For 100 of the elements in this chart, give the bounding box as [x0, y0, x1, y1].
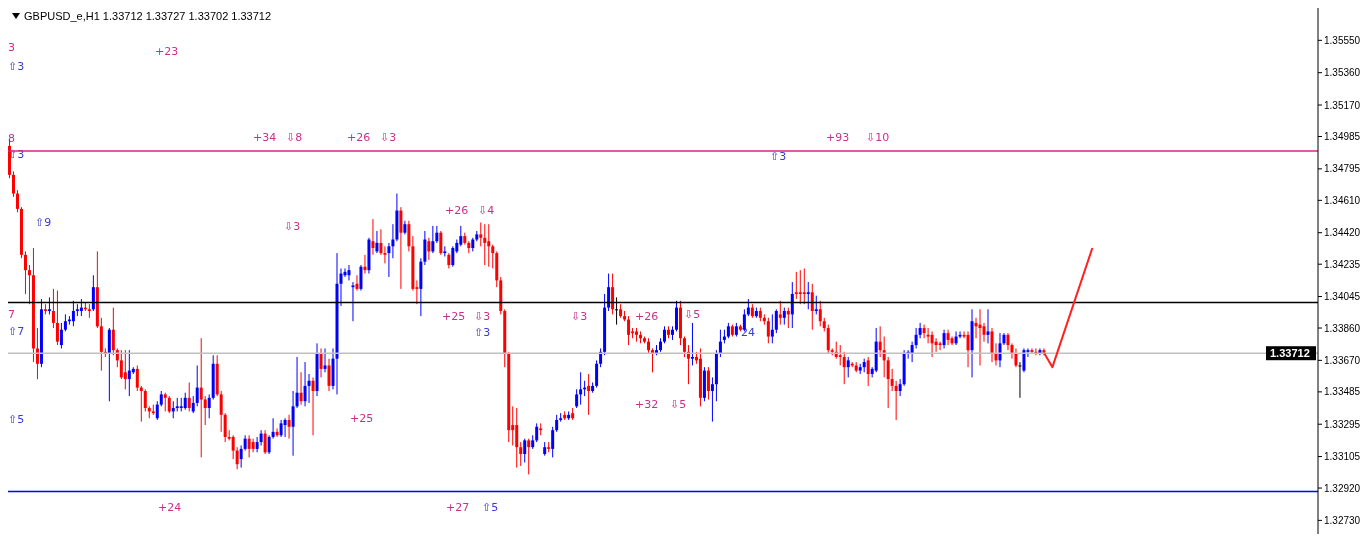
candlestick	[479, 221, 483, 247]
candlestick	[607, 273, 611, 312]
candlestick	[774, 308, 778, 334]
candlestick	[283, 417, 287, 438]
candlestick	[934, 337, 938, 353]
annotation: ⇩10	[866, 131, 890, 144]
chart-title: GBPUSD_e,H1 1.33712 1.33727 1.33702 1.33712	[24, 10, 272, 22]
annotation: +26	[445, 204, 469, 217]
candlestick	[579, 371, 583, 406]
annotation: ⇧7	[8, 325, 25, 338]
annotation: +32	[635, 398, 659, 411]
candlestick	[575, 388, 579, 409]
candlestick	[135, 364, 139, 392]
candlestick	[379, 228, 383, 256]
y-tick-label: 1.33295	[1324, 418, 1361, 430]
y-tick-label: 1.35550	[1324, 34, 1361, 46]
candlestick	[51, 288, 55, 329]
candlestick	[427, 237, 431, 261]
candlestick	[611, 273, 615, 315]
candlestick	[235, 446, 239, 470]
candlestick	[778, 300, 782, 326]
candlestick	[766, 317, 770, 344]
candlestick	[806, 281, 810, 310]
candlestick	[203, 395, 207, 426]
candlestick	[439, 230, 443, 256]
y-tick-label: 1.35170	[1324, 99, 1361, 111]
candlestick	[307, 373, 311, 404]
candlestick	[810, 283, 814, 331]
y-tick-label: 1.32730	[1324, 514, 1361, 526]
ref-line-label: 1.33712	[1270, 347, 1310, 360]
candlestick	[303, 361, 307, 407]
annotation: ⇩8	[286, 131, 303, 144]
candlestick	[818, 300, 822, 327]
candlestick	[55, 290, 59, 346]
candlestick	[207, 393, 211, 419]
annotation: ⇩5	[684, 308, 701, 321]
annotation: +25	[442, 310, 466, 323]
candlestick	[223, 412, 227, 443]
candlestick	[91, 274, 95, 312]
y-tick-label: 1.32920	[1324, 482, 1361, 494]
candlestick	[23, 250, 27, 295]
annotation: ⇩4	[478, 204, 495, 217]
candlestick	[786, 307, 790, 329]
candlestick	[355, 274, 359, 292]
candlestick	[127, 349, 131, 397]
y-tick-label: 1.34795	[1324, 163, 1361, 175]
candlestick	[519, 441, 523, 467]
candlestick	[674, 300, 678, 332]
candlestick	[942, 329, 946, 349]
candlestick	[523, 438, 527, 463]
candlestick	[111, 307, 115, 356]
annotation: ⇩5	[670, 398, 687, 411]
candlestick	[802, 267, 806, 305]
candlestick	[894, 380, 898, 421]
candlestick	[399, 206, 403, 290]
candlestick	[231, 434, 235, 460]
candlestick	[886, 356, 890, 409]
candlestick	[327, 358, 331, 392]
candlestick	[587, 373, 591, 416]
candlestick	[922, 324, 926, 339]
candlestick	[770, 313, 774, 344]
annotation: ⇧3	[770, 150, 787, 163]
candlestick	[123, 349, 127, 390]
candlestick	[926, 327, 930, 344]
candlestick	[431, 225, 435, 254]
annotation: 7	[8, 308, 15, 321]
annotation: 3	[8, 41, 15, 54]
candlestick	[487, 223, 491, 268]
candlestick	[263, 429, 267, 455]
candlestick	[247, 434, 251, 458]
annotation: ⇧9	[35, 216, 52, 229]
annotation: ⇩3	[380, 131, 397, 144]
candlestick	[710, 376, 714, 423]
annotation: ⇩3	[571, 310, 588, 323]
candlestick	[491, 244, 495, 269]
annotation: ⇧5	[482, 501, 499, 514]
candlestick	[814, 295, 818, 315]
candlestick	[27, 264, 31, 305]
candlestick	[627, 315, 631, 346]
candlestick	[930, 330, 934, 358]
candlestick	[459, 225, 463, 247]
candlestick	[1018, 361, 1022, 399]
candlestick	[287, 414, 291, 440]
candlestick	[443, 245, 447, 258]
candlestick	[139, 385, 143, 423]
y-tick-label: 1.34235	[1324, 258, 1361, 270]
candlestick	[978, 308, 982, 366]
candlestick	[347, 264, 351, 281]
candlestick	[259, 429, 263, 446]
candlestick	[119, 349, 123, 380]
candlestick	[838, 344, 842, 366]
candlestick	[311, 376, 315, 436]
candlestick	[275, 427, 279, 438]
candlestick	[690, 322, 694, 366]
candlestick	[527, 438, 531, 475]
candlestick	[878, 325, 882, 358]
candlestick	[483, 223, 487, 266]
candlestick	[990, 327, 994, 363]
candlestick	[299, 371, 303, 406]
candlestick	[551, 426, 555, 458]
